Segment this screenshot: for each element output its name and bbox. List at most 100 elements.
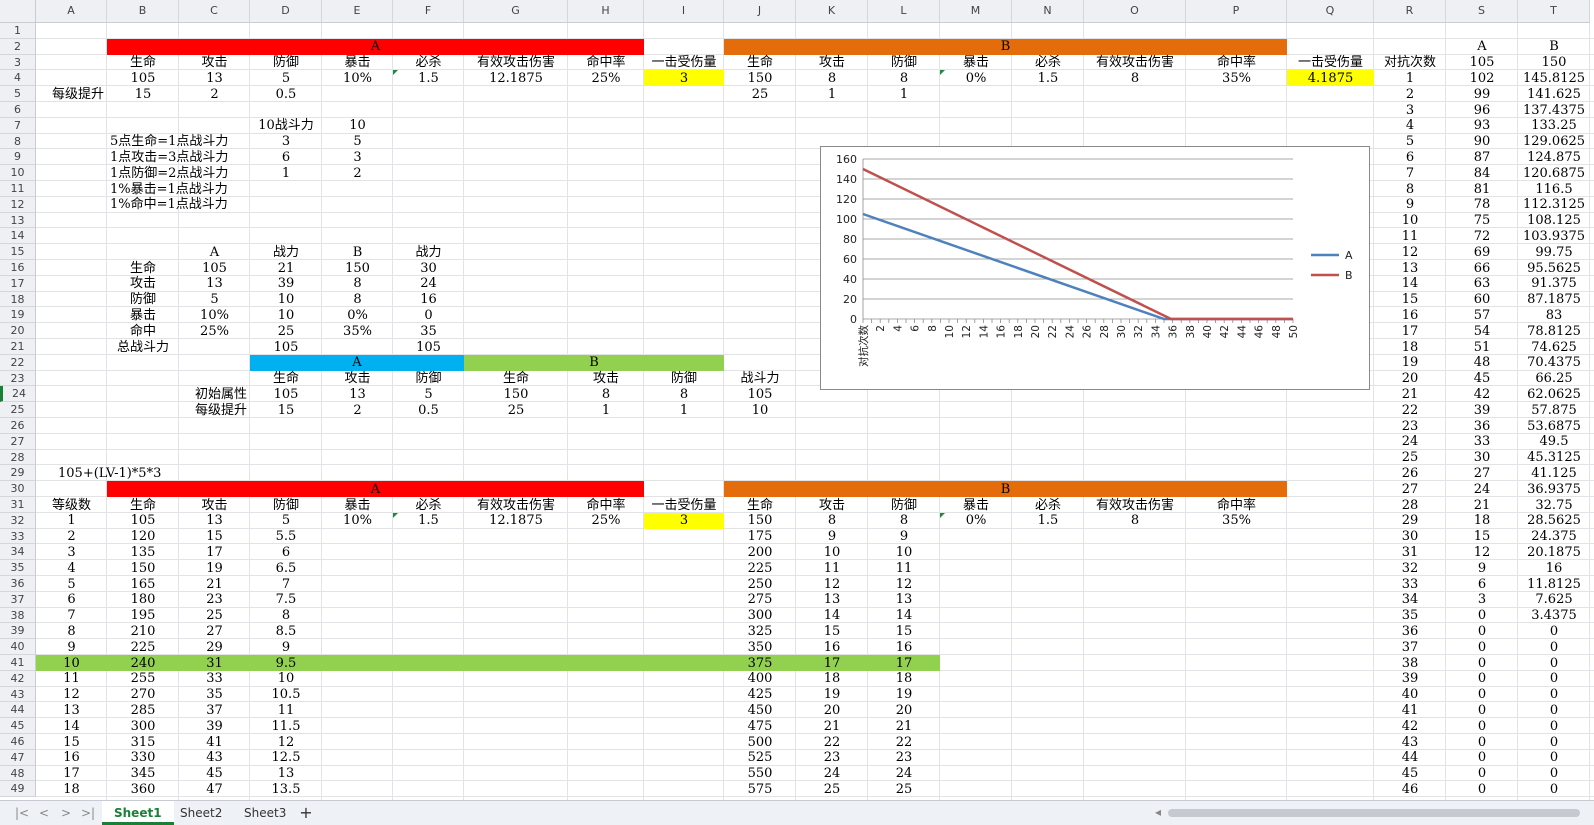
battle-table-cell[interactable]: 34 bbox=[1401, 592, 1419, 608]
battle-table-cell[interactable]: 3 bbox=[1477, 592, 1487, 608]
column-header-a[interactable]: A bbox=[36, 0, 107, 23]
level-table-cell[interactable]: 11.5 bbox=[271, 718, 301, 734]
battle-table-cell[interactable]: 0 bbox=[1549, 655, 1559, 671]
cell[interactable]: 2 bbox=[353, 165, 362, 181]
battle-table-cell[interactable]: 0 bbox=[1549, 718, 1559, 734]
cell[interactable]: 每级提升 bbox=[194, 402, 247, 418]
battle-table-cell[interactable]: 23 bbox=[1401, 418, 1419, 434]
battle-table-cell[interactable]: 145.8125 bbox=[1522, 70, 1586, 86]
battle-table-cell[interactable]: 99 bbox=[1473, 86, 1491, 102]
level-table-cell[interactable]: 120 bbox=[130, 529, 156, 545]
battle-table-cell[interactable]: 0 bbox=[1477, 718, 1487, 734]
column-header-o[interactable]: O bbox=[1084, 0, 1186, 23]
level-table-cell[interactable]: 14 bbox=[823, 608, 841, 624]
level-table-cell[interactable]: 41 bbox=[206, 734, 223, 750]
level-table-cell[interactable]: 9 bbox=[281, 639, 291, 655]
level-table-cell[interactable]: 300 bbox=[747, 608, 773, 624]
battle-table-cell[interactable]: 0 bbox=[1549, 687, 1559, 703]
battle-table-cell[interactable]: 15 bbox=[1401, 292, 1419, 308]
battle-table-cell[interactable]: 75 bbox=[1473, 213, 1491, 229]
battle-table-cell[interactable]: 5 bbox=[1405, 134, 1415, 150]
battle-table-cell[interactable]: 3 bbox=[1405, 102, 1415, 118]
cell[interactable]: 命中率 bbox=[586, 497, 626, 513]
level-table-cell[interactable]: 11 bbox=[277, 702, 295, 718]
battle-table-cell[interactable]: 53.6875 bbox=[1527, 418, 1581, 434]
cell[interactable]: 防御 bbox=[415, 371, 442, 387]
battle-table-cell[interactable]: 24 bbox=[1473, 481, 1491, 497]
column-header-n[interactable]: N bbox=[1012, 0, 1084, 23]
cell[interactable]: 必杀 bbox=[415, 497, 442, 513]
level-table-cell[interactable]: 400 bbox=[747, 671, 773, 687]
cell[interactable]: 一击受伤量 bbox=[1297, 55, 1363, 71]
row-header-42[interactable]: 42 bbox=[0, 670, 36, 687]
level-table-cell[interactable]: 550 bbox=[747, 766, 773, 782]
level-table-cell[interactable]: 12.5 bbox=[271, 750, 301, 766]
level-table-cell[interactable]: 23 bbox=[206, 592, 223, 608]
battle-table-cell[interactable]: 60 bbox=[1473, 292, 1491, 308]
level-table-cell[interactable]: 12 bbox=[895, 576, 913, 592]
battle-table-cell[interactable]: 124.875 bbox=[1527, 149, 1581, 165]
cell[interactable]: 暴击 bbox=[129, 307, 156, 323]
row-header-45[interactable]: 45 bbox=[0, 718, 36, 734]
row-header-12[interactable]: 12 bbox=[0, 196, 36, 213]
cell[interactable]: 24 bbox=[420, 276, 437, 292]
cell[interactable]: 有效攻击伤害 bbox=[476, 497, 555, 513]
cell[interactable]: 150 bbox=[1541, 55, 1567, 71]
tab-sheet3[interactable]: Sheet3 bbox=[244, 806, 287, 820]
battle-table-cell[interactable]: 62.0625 bbox=[1527, 386, 1581, 402]
column-header-i[interactable]: I bbox=[644, 0, 724, 23]
battle-table-cell[interactable]: 17 bbox=[1401, 323, 1419, 339]
level-table-cell[interactable]: 9.5 bbox=[275, 655, 297, 671]
battle-table-cell[interactable]: 20 bbox=[1401, 371, 1419, 387]
cell[interactable]: 生命 bbox=[746, 497, 773, 513]
cell[interactable]: 生命 bbox=[746, 55, 773, 71]
cell[interactable]: 1.5 bbox=[1037, 513, 1059, 529]
cell[interactable]: A bbox=[352, 355, 362, 371]
battle-table-cell[interactable]: 0 bbox=[1549, 750, 1559, 766]
cell[interactable]: 攻击 bbox=[201, 55, 228, 71]
battle-table-cell[interactable]: 29 bbox=[1401, 513, 1419, 529]
level-table-cell[interactable]: 525 bbox=[747, 750, 773, 766]
column-header-j[interactable]: J bbox=[724, 0, 796, 23]
level-table-cell[interactable]: 33 bbox=[206, 671, 223, 687]
cell[interactable]: 10 bbox=[349, 118, 366, 134]
cell[interactable]: 暴击 bbox=[344, 55, 371, 71]
cell[interactable]: 8 bbox=[353, 292, 362, 308]
level-table-cell[interactable]: 45 bbox=[206, 766, 223, 782]
cell[interactable]: 命中率 bbox=[1216, 497, 1256, 513]
battle-table-cell[interactable]: 63 bbox=[1473, 276, 1491, 292]
battle-table-cell[interactable]: 41.125 bbox=[1531, 465, 1577, 481]
select-all-corner[interactable] bbox=[0, 0, 36, 23]
level-table-cell[interactable]: 24 bbox=[823, 766, 841, 782]
cell[interactable]: 每级提升 bbox=[51, 86, 104, 102]
level-table-cell[interactable]: 250 bbox=[747, 576, 773, 592]
row-header-19[interactable]: 19 bbox=[0, 307, 36, 324]
cell[interactable]: 30 bbox=[420, 260, 437, 276]
tab-sheet2[interactable]: Sheet2 bbox=[180, 806, 223, 820]
cell[interactable]: 8 bbox=[679, 386, 689, 402]
level-table-cell[interactable]: 18 bbox=[895, 671, 913, 687]
level-table-cell[interactable]: 175 bbox=[747, 529, 773, 545]
row-header-27[interactable]: 27 bbox=[0, 433, 36, 450]
cell[interactable]: 攻击 bbox=[818, 497, 845, 513]
level-table-cell[interactable]: 9 bbox=[67, 639, 76, 655]
level-table-cell[interactable]: 9 bbox=[827, 529, 837, 545]
cell[interactable]: 1 bbox=[281, 165, 291, 181]
battle-table-cell[interactable]: 91.375 bbox=[1531, 276, 1577, 292]
level-table-cell[interactable]: 43 bbox=[206, 750, 223, 766]
battle-table-cell[interactable]: 48 bbox=[1473, 355, 1491, 371]
battle-table-cell[interactable]: 116.5 bbox=[1535, 181, 1573, 197]
cell[interactable]: 战斗力 bbox=[740, 371, 780, 387]
cell[interactable]: 13 bbox=[206, 276, 223, 292]
cell[interactable]: 0.5 bbox=[275, 86, 297, 102]
battle-table-cell[interactable]: 78 bbox=[1473, 197, 1491, 213]
cell[interactable]: 0% bbox=[965, 70, 987, 86]
cell[interactable]: 一击受伤量 bbox=[651, 497, 717, 513]
battle-table-cell[interactable]: 74.625 bbox=[1531, 339, 1577, 355]
level-table-cell[interactable]: 12 bbox=[277, 734, 295, 750]
level-table-cell[interactable]: 8 bbox=[899, 513, 909, 529]
cell[interactable]: 一击受伤量 bbox=[651, 55, 717, 71]
battle-table-cell[interactable]: 45 bbox=[1473, 371, 1491, 387]
battle-table-cell[interactable]: 0 bbox=[1549, 781, 1559, 797]
cell[interactable]: 暴击 bbox=[962, 55, 989, 71]
